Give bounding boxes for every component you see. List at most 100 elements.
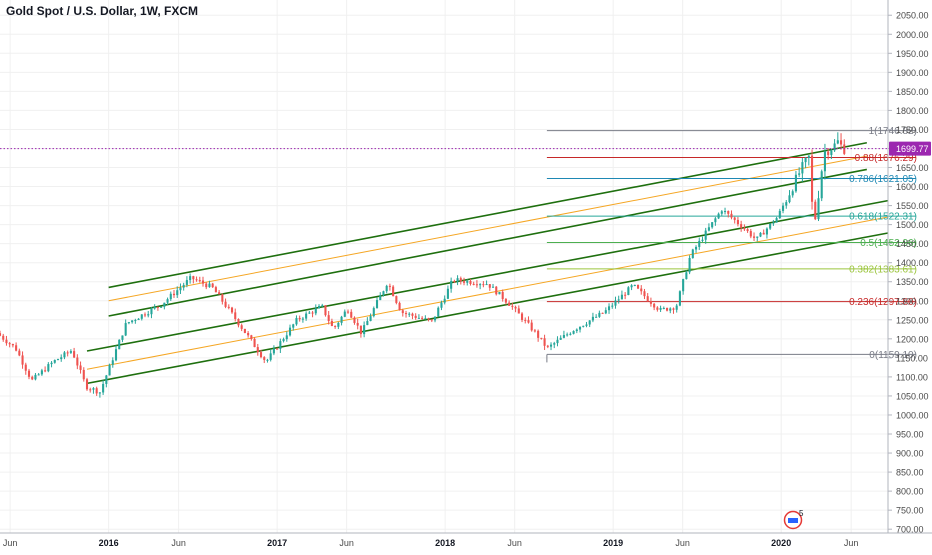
candle-body[interactable] [807,155,810,158]
candle-body[interactable] [24,364,27,371]
candle-body[interactable] [578,326,582,330]
candle-body[interactable] [501,291,504,300]
candle-layer[interactable] [0,132,846,398]
candle-body[interactable] [179,287,182,291]
candle-body[interactable] [401,310,404,314]
candle-body[interactable] [308,312,311,314]
candle-body[interactable] [569,333,572,335]
candle-body[interactable] [469,280,472,284]
candle-body[interactable] [411,313,414,316]
channel-line-main[interactable] [86,232,889,385]
candle-body[interactable] [227,306,230,308]
candle-body[interactable] [630,285,633,288]
candle-body[interactable] [491,286,495,288]
candle-body[interactable] [485,284,488,286]
candle-body[interactable] [388,285,391,287]
candle-body[interactable] [791,191,794,196]
candle-body[interactable] [237,319,240,326]
candle-body[interactable] [537,330,540,338]
candle-body[interactable] [611,305,614,307]
candle-body[interactable] [147,314,150,316]
candle-body[interactable] [540,337,543,339]
candle-body[interactable] [839,140,843,145]
candle-body[interactable] [549,344,553,347]
candle-body[interactable] [662,308,665,310]
candle-body[interactable] [430,319,433,321]
candle-body[interactable] [508,302,511,306]
candle-body[interactable] [607,306,611,311]
candle-body[interactable] [723,211,727,213]
candle-body[interactable] [185,280,188,285]
x-axis[interactable]: Jun 2016 Jun 2017 Jun 2018 Jun 2019 Jun 2020 Jun [3,538,859,548]
candle-body[interactable] [604,310,607,314]
candle-body[interactable] [311,312,314,314]
candle-body[interactable] [749,231,752,237]
candle-body[interactable] [730,213,733,218]
candle-body[interactable] [395,296,398,303]
candle-body[interactable] [27,370,31,377]
candle-body[interactable] [47,364,50,372]
candle-body[interactable] [253,338,256,348]
candle-body[interactable] [514,306,517,309]
candle-body[interactable] [15,345,18,351]
candle-body[interactable] [37,374,40,376]
candle-body[interactable] [762,232,765,235]
candle-body[interactable] [276,348,279,350]
candle-body[interactable] [646,296,649,302]
candle-body[interactable] [140,314,143,319]
candle-body[interactable] [250,335,253,339]
candle-body[interactable] [2,335,5,340]
candle-body[interactable] [437,307,440,317]
candle-body[interactable] [195,279,198,281]
candle-body[interactable] [98,392,101,394]
candle-body[interactable] [169,293,172,300]
candle-body[interactable] [772,222,775,224]
candle-body[interactable] [359,325,362,335]
candle-body[interactable] [598,312,601,317]
candle-body[interactable] [379,295,382,301]
candle-body[interactable] [369,316,372,322]
candle-body[interactable] [443,298,446,303]
candle-body[interactable] [495,286,498,295]
candle-body[interactable] [566,334,569,336]
candle-body[interactable] [649,301,652,304]
candle-body[interactable] [182,284,185,288]
candle-body[interactable] [343,311,346,317]
candle-body[interactable] [704,230,707,240]
candle-body[interactable] [150,308,153,315]
candle-body[interactable] [707,227,710,231]
candle-body[interactable] [108,364,111,376]
candle-body[interactable] [743,227,746,230]
candle-body[interactable] [588,320,591,325]
candle-body[interactable] [240,325,243,329]
candle-body[interactable] [682,279,685,292]
candle-body[interactable] [546,345,549,347]
candle-body[interactable] [156,306,159,308]
candle-body[interactable] [121,335,124,340]
candle-body[interactable] [740,224,743,228]
candle-body[interactable] [817,198,820,220]
candle-body[interactable] [114,349,118,361]
candle-body[interactable] [836,140,839,144]
candle-body[interactable] [543,338,546,346]
candle-body[interactable] [102,383,105,393]
candle-body[interactable] [40,370,43,375]
candle-body[interactable] [827,151,830,155]
candle-body[interactable] [214,287,217,293]
candle-body[interactable] [450,280,453,289]
candle-body[interactable] [285,335,288,340]
candle-body[interactable] [440,302,443,308]
candle-body[interactable] [166,299,169,303]
candle-body[interactable] [385,285,388,292]
candle-body[interactable] [785,202,788,206]
candle-body[interactable] [327,315,330,321]
candle-body[interactable] [511,305,514,307]
candle-body[interactable] [694,246,698,250]
candle-body[interactable] [636,284,640,289]
channel-line-mid[interactable] [108,155,867,302]
candle-body[interactable] [63,352,66,358]
candle-body[interactable] [711,222,714,228]
candle-body[interactable] [524,319,527,321]
candle-body[interactable] [620,294,623,300]
candle-body[interactable] [823,151,826,172]
